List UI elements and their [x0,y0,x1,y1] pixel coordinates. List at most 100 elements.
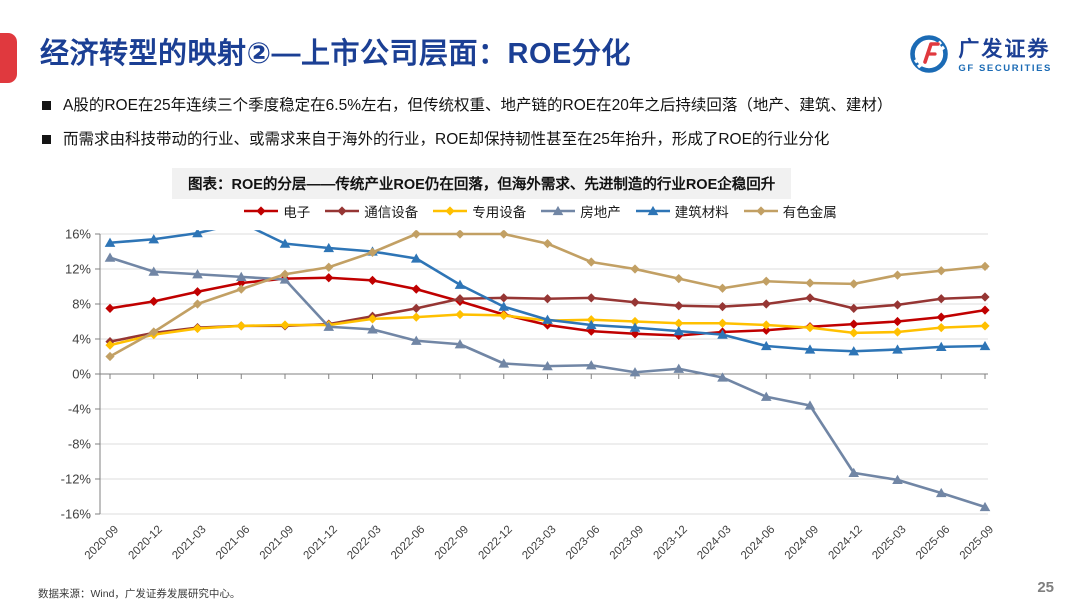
series-marker-3 [717,372,728,382]
series-marker-5 [324,262,334,272]
chart-legend: 电子 通信设备 专用设备 房地产 建筑材料 有色金属 [0,201,1080,221]
gf-securities-logo: 广发证券 GF SECURITIES [908,33,1052,80]
series-marker-3 [760,391,772,401]
series-marker-3 [673,363,685,373]
series-marker-4 [498,301,510,311]
x-tick-label: 2023-09 [608,524,646,562]
series-marker-3 [804,400,816,410]
y-tick-label: 0% [72,367,91,382]
series-marker-4 [236,226,247,227]
series-marker-2 [192,323,203,334]
x-tick-label: 2023-12 [652,524,690,562]
series-marker-2 [105,340,115,350]
y-tick-label: -16% [61,507,92,522]
title-accent-bar [0,33,17,83]
series-marker-5 [630,264,640,274]
series-marker-5 [236,284,246,294]
series-marker-2 [936,323,946,333]
page-number: 25 [1037,579,1054,596]
x-tick-label: 2025-09 [958,524,996,562]
series-marker-1 [892,300,903,310]
series-marker-2 [411,312,421,322]
legend-item-0: 电子 [243,201,310,221]
legend-marker-icon-5 [743,206,778,216]
series-marker-5 [455,230,465,239]
series-marker-3 [848,467,860,477]
series-marker-4 [104,237,116,247]
series-marker-4 [323,242,335,253]
series-marker-5 [105,351,115,362]
series-marker-5 [849,279,859,289]
series-marker-0 [236,278,246,288]
x-tick-label: 2022-06 [389,524,427,562]
series-marker-4 [192,230,203,238]
series-marker-1 [630,297,640,307]
x-tick-label: 2022-09 [433,524,471,562]
bullet-square-icon [42,134,51,144]
x-tick-label: 2021-12 [302,524,340,562]
x-tick-label: 2024-12 [827,524,865,562]
y-tick-label: 12% [65,262,91,277]
series-marker-2 [849,328,859,338]
series-marker-5 [761,276,771,286]
series-marker-5 [149,327,159,337]
series-marker-4 [629,322,641,332]
series-marker-2 [280,320,290,330]
series-marker-4 [542,314,553,324]
series-marker-0 [849,319,859,329]
x-tick-label: 2022-12 [477,524,515,562]
series-marker-2 [761,320,771,330]
series-marker-4 [410,253,422,263]
series-marker-4 [804,344,816,354]
series-marker-4 [454,279,466,289]
series-marker-1 [674,301,684,311]
series-marker-5 [192,299,203,309]
bullet-text: 而需求由科技带动的行业、或需求来自于海外的行业，ROE却保持韧性甚至在25年抬升… [63,130,830,148]
series-marker-2 [980,321,990,331]
series-marker-3 [892,474,903,484]
series-marker-3 [367,324,378,334]
series-marker-1 [805,293,815,303]
logo-name: 广发证券 [958,38,1051,62]
series-marker-1 [761,299,771,309]
series-marker-4 [935,341,947,351]
legend-label-1: 通信设备 [364,205,419,220]
series-marker-2 [805,323,815,333]
series-marker-0 [192,287,203,297]
series-marker-5 [280,269,290,279]
series-marker-3 [629,367,641,377]
y-tick-label: -4% [68,402,92,417]
series-marker-3 [585,360,597,370]
series-marker-2 [499,310,509,320]
x-tick-label: 2020-09 [83,524,121,562]
x-tick-label: 2024-09 [783,524,821,562]
series-marker-4 [848,346,860,356]
series-marker-2 [586,315,596,325]
series-marker-2 [892,327,903,337]
bullet-square-icon [42,101,51,110]
series-marker-5 [892,270,903,280]
series-marker-1 [499,293,509,303]
x-tick-label: 2025-06 [914,524,952,562]
series-marker-5 [980,261,990,271]
series-marker-1 [455,294,465,304]
legend-marker-icon-4 [635,205,670,216]
series-marker-5 [499,230,509,239]
series-marker-5 [805,278,815,288]
legend-label-3: 房地产 [580,205,621,220]
series-marker-3 [979,501,991,512]
legend-item-5: 有色金属 [743,201,837,221]
series-marker-4 [717,329,728,339]
series-marker-3 [542,361,553,371]
series-marker-0 [674,330,684,341]
series-marker-4 [148,234,160,244]
series-marker-1 [980,292,990,302]
legend-item-4: 建筑材料 [635,201,729,221]
bullet-text: A股的ROE在25年连续三个季度稳定在6.5%左右，但传统权重、地产链的ROE在… [63,97,893,114]
series-marker-0 [367,275,378,285]
series-marker-2 [236,321,246,331]
legend-marker-icon-0 [244,206,279,216]
x-tick-label: 2024-06 [739,524,777,562]
series-marker-0 [324,273,334,283]
series-marker-0 [761,325,771,335]
